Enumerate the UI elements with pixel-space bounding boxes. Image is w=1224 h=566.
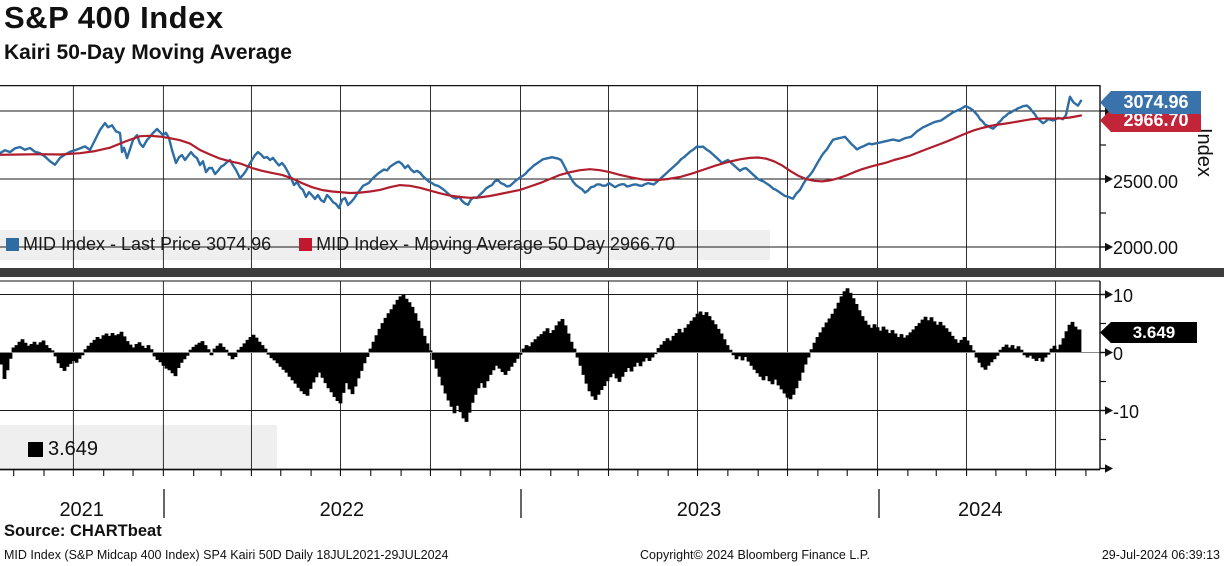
page-subtitle: Kairi 50-Day Moving Average xyxy=(4,41,292,64)
source-label: Source: CHARTbeat xyxy=(4,522,162,540)
legend-item-last-price: MID Index - Last Price 3074.96 xyxy=(6,234,271,255)
x-tick-year-2024: 2024 xyxy=(958,499,1003,521)
y-tick-2000: 2000.00 xyxy=(1113,238,1179,258)
kairi-legend-value: 3.649 xyxy=(48,438,99,460)
moving-average-badge: 2966.70 xyxy=(1100,109,1201,132)
x-tick-year-2021: 2021 xyxy=(59,499,104,521)
footer-copyright: Copyright© 2024 Bloomberg Finance L.P. xyxy=(640,548,870,562)
legend-item-label: MID Index - Moving Average 50 Day 2966.7… xyxy=(316,234,675,254)
last-price-swatch-icon xyxy=(6,238,19,251)
legend-item-moving-average: MID Index - Moving Average 50 Day 2966.7… xyxy=(299,234,675,255)
y-tick-minus10: -10 xyxy=(1113,402,1140,422)
kairi-value-badge: 3.649 xyxy=(1100,322,1197,343)
footer-description: MID Index (S&P Midcap 400 Index) SP4 Kai… xyxy=(4,548,449,562)
kairi-swatch-icon xyxy=(28,442,43,457)
x-tick-year-2022: 2022 xyxy=(319,499,365,521)
year-separator-tick xyxy=(520,489,523,518)
footer-timestamp: 29-Jul-2024 06:39:13 xyxy=(1101,548,1220,562)
moving-average-swatch-icon xyxy=(299,238,313,251)
panel-separator[interactable] xyxy=(0,268,1224,277)
year-separator-tick xyxy=(877,489,880,518)
kairi-chart-panel xyxy=(0,280,1113,476)
price-chart-panel xyxy=(0,85,1113,270)
legend-item-label: MID Index - Last Price 3074.96 xyxy=(23,234,272,254)
y-tick-2500: 2500.00 xyxy=(1113,172,1179,192)
y-axis-title: Index xyxy=(1193,128,1215,177)
kairi-legend: 3.649 xyxy=(28,438,98,461)
y-tick-plus10: 10 xyxy=(1113,286,1134,306)
x-tick-year-2023: 2023 xyxy=(676,499,722,521)
year-separator-tick xyxy=(163,489,166,518)
price-chart-legend: MID Index - Last Price 3074.96 MID Index… xyxy=(6,234,675,255)
last-price-badge: 3074.96 xyxy=(1100,91,1201,114)
page-title: S&P 400 Index xyxy=(4,0,224,35)
y-tick-zero: 0 xyxy=(1113,344,1124,364)
